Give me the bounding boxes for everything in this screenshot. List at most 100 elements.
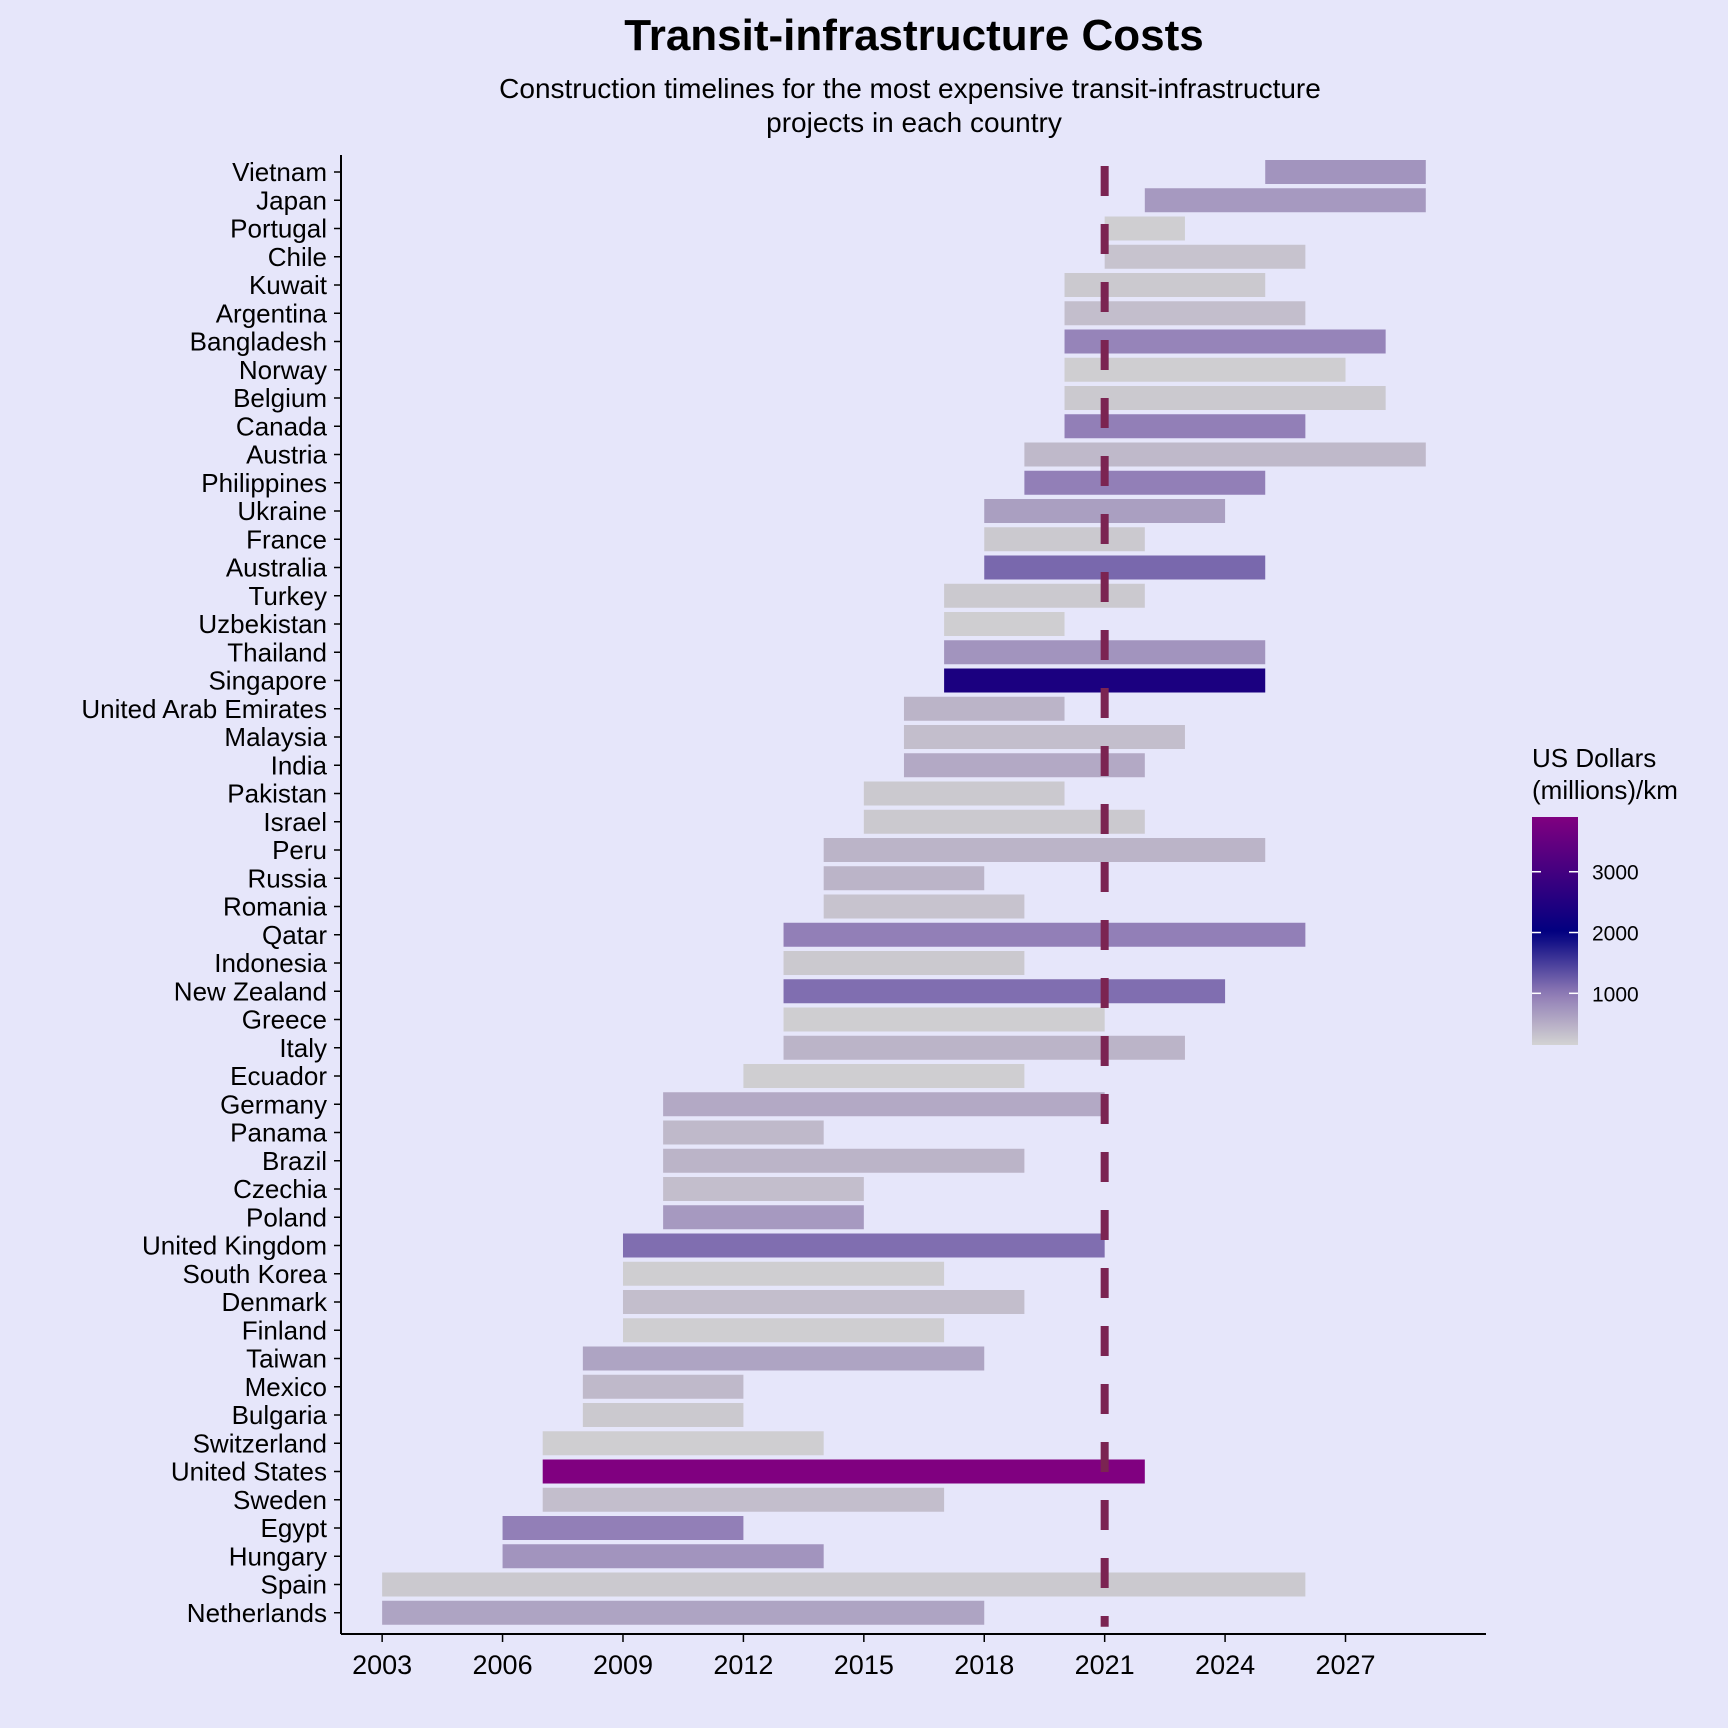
bar-turkey — [944, 583, 1145, 608]
x-tick-label: 2015 — [834, 1650, 894, 1680]
category-label: Malaysia — [224, 722, 327, 752]
category-label: Panama — [230, 1118, 327, 1148]
category-label: Brazil — [262, 1146, 327, 1176]
category-label: Singapore — [208, 666, 327, 696]
category-label: Finland — [242, 1315, 327, 1345]
category-label: Chile — [268, 242, 327, 272]
bar-uzbekistan — [944, 612, 1065, 636]
bar-australia — [984, 555, 1266, 580]
bar-bangladesh — [1064, 329, 1386, 354]
category-label: Ukraine — [237, 496, 327, 526]
bar-south-korea — [622, 1261, 945, 1286]
bar-peru — [823, 838, 1266, 862]
legend-tick-label: 2000 — [1592, 923, 1639, 946]
bar-romania — [823, 894, 1025, 919]
x-tick-label: 2018 — [954, 1650, 1014, 1680]
bar-pakistan — [863, 781, 1065, 806]
bar-germany — [663, 1092, 1105, 1117]
category-label: Turkey — [249, 581, 328, 611]
category-label: Netherlands — [187, 1598, 327, 1628]
bar-brazil — [663, 1148, 1025, 1173]
chart-subtitle-line-1: Construction timelines for the most expe… — [499, 73, 1321, 104]
x-tick-label: 2012 — [713, 1650, 773, 1680]
bar-argentina — [1064, 301, 1306, 326]
bar-poland — [663, 1205, 864, 1230]
category-label: Indonesia — [214, 948, 327, 978]
category-label: New Zealand — [174, 976, 327, 1006]
category-label: Italy — [279, 1033, 327, 1063]
x-tick-label: 2009 — [593, 1650, 653, 1680]
category-label: Uzbekistan — [198, 609, 327, 639]
bar-spain — [382, 1572, 1306, 1597]
bar-india — [903, 753, 1145, 778]
category-label: Germany — [220, 1089, 327, 1119]
bar-bulgaria — [582, 1403, 744, 1427]
bar-vietnam — [1265, 160, 1426, 184]
category-label: Greece — [242, 1005, 327, 1035]
category-label: France — [246, 524, 327, 554]
bar-canada — [1064, 414, 1306, 439]
bar-hungary — [502, 1544, 824, 1569]
category-label: Peru — [272, 835, 327, 865]
category-label: Japan — [256, 185, 327, 215]
bar-greece — [783, 1007, 1105, 1032]
bar-egypt — [502, 1516, 744, 1540]
category-label: India — [271, 750, 328, 780]
plot-area: VietnamJapanPortugalChileKuwaitArgentina… — [81, 155, 1486, 1680]
category-label: Ecuador — [230, 1061, 327, 1091]
category-label: Austria — [246, 440, 327, 470]
x-tick-label: 2021 — [1075, 1650, 1135, 1680]
chart-title: Transit-infrastructure Costs — [624, 11, 1203, 60]
category-label: Switzerland — [193, 1428, 327, 1458]
category-label: United Arab Emirates — [81, 694, 327, 724]
bar-ecuador — [743, 1064, 1025, 1088]
category-label: Israel — [263, 807, 327, 837]
bar-chile — [1104, 244, 1306, 269]
category-label: Taiwan — [246, 1344, 327, 1374]
bar-united-states — [542, 1459, 1145, 1484]
bar-taiwan — [582, 1346, 985, 1371]
bar-qatar — [783, 922, 1306, 947]
category-label: Qatar — [262, 920, 327, 950]
x-tick-label: 2024 — [1195, 1650, 1255, 1680]
category-label: Romania — [223, 892, 328, 922]
x-tick-label: 2027 — [1315, 1650, 1375, 1680]
category-label: United States — [171, 1457, 327, 1487]
x-tick-label: 2003 — [352, 1650, 412, 1680]
color-legend: US Dollars (millions)/km 1000 2000 3000 — [1532, 743, 1678, 1045]
bar-israel — [863, 809, 1145, 834]
legend-title-line-2: (millions)/km — [1532, 775, 1678, 805]
bar-russia — [823, 866, 985, 891]
bar-indonesia — [783, 951, 1025, 975]
bar-philippines — [1024, 470, 1266, 495]
legend-title-line-1: US Dollars — [1532, 743, 1656, 773]
category-label: Bulgaria — [232, 1400, 328, 1430]
category-label: Czechia — [233, 1174, 327, 1204]
legend-tick-label: 3000 — [1592, 862, 1639, 885]
category-label: Philippines — [201, 468, 327, 498]
category-label: Bangladesh — [190, 327, 327, 357]
chart-subtitle-line-2: projects in each country — [766, 107, 1062, 138]
bar-malaysia — [903, 725, 1185, 749]
bar-switzerland — [542, 1431, 824, 1456]
legend-colorbar — [1532, 817, 1578, 1045]
bar-netherlands — [382, 1600, 985, 1625]
bar-norway — [1064, 357, 1346, 382]
bar-panama — [663, 1120, 824, 1145]
category-label: Portugal — [230, 214, 327, 244]
category-label: Belgium — [233, 383, 327, 413]
category-label: Pakistan — [227, 779, 327, 809]
bar-mexico — [582, 1374, 744, 1399]
category-label: South Korea — [182, 1259, 327, 1289]
bar-united-kingdom — [622, 1233, 1105, 1258]
bar-united-arab-emirates — [903, 696, 1065, 721]
category-label: Australia — [226, 553, 328, 583]
bar-france — [984, 527, 1145, 552]
bar-austria — [1024, 442, 1426, 467]
category-label: United Kingdom — [142, 1231, 327, 1261]
category-label: Canada — [236, 411, 328, 441]
category-label: Sweden — [233, 1485, 327, 1515]
bar-finland — [622, 1318, 945, 1343]
